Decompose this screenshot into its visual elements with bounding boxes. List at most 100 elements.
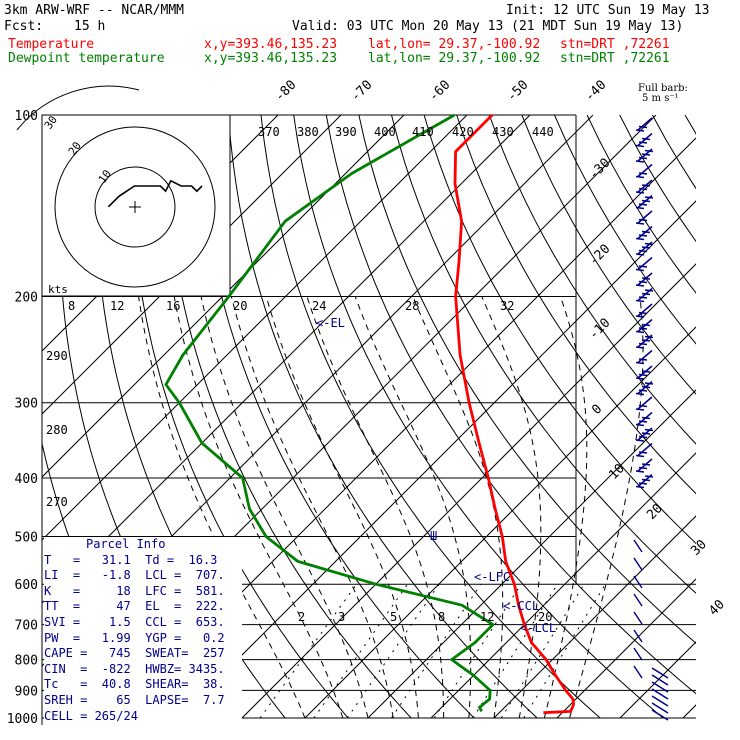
dry-adiabat-line xyxy=(521,115,696,395)
wind-barb xyxy=(633,557,643,571)
parcel-info-row: LI = -1.8 LCL = 707. xyxy=(44,568,225,583)
dry-adiabat-line xyxy=(227,115,538,719)
parcel-info-row: TT = 47 EL = 222. xyxy=(44,599,225,614)
annotation-ccl: <-CCL xyxy=(503,599,539,613)
isotherm-label: 20 xyxy=(644,501,666,523)
valid-time: Valid: 03 UTC Mon 20 May 13 (21 MDT Sun … xyxy=(292,19,684,34)
pressure-tick-label: 400 xyxy=(15,472,38,487)
hodograph-ring xyxy=(94,166,176,248)
dry-adiabat-line xyxy=(391,115,696,594)
dry-adiabat-line xyxy=(586,115,696,294)
speed-axis-label: 12 xyxy=(110,299,124,313)
hodograph-trace xyxy=(107,179,203,208)
dry-adiabat-line xyxy=(162,115,412,719)
wind-barb xyxy=(635,349,653,365)
pressure-tick-label: 900 xyxy=(15,684,38,699)
moist-adiabat-line xyxy=(354,296,472,719)
parcel-info-row: K = 18 LFC = 581. xyxy=(44,583,225,598)
forecast-label: Fcst: xyxy=(4,19,44,34)
dry-adiabat-line xyxy=(684,115,696,135)
wind-barb xyxy=(635,287,654,303)
hodograph-ring-outer xyxy=(16,85,140,131)
mixing-ratio-label: 5 xyxy=(390,610,397,624)
dry-adiabat-line xyxy=(456,115,696,495)
hodograph-inset: 10 20 30 xyxy=(16,85,231,297)
dewpoint-curve xyxy=(164,113,495,713)
annotation-el: <-EL xyxy=(316,316,345,330)
barb-key-line1: Full barb: xyxy=(638,83,688,94)
temperature-curve xyxy=(453,114,575,715)
dry-adiabat-line xyxy=(718,115,740,718)
hodograph-box xyxy=(41,114,231,297)
mixing-ratio-label: 3 xyxy=(338,610,345,624)
isotherm-line xyxy=(619,641,696,719)
parcel-info-row: Tc = 40.8 SHEAR= 38. xyxy=(44,677,225,692)
dry-adiabat-line xyxy=(293,115,664,719)
mixing-ratio-line xyxy=(346,583,440,719)
moist-adiabat-line xyxy=(200,296,369,719)
theta-left-label: 290 xyxy=(46,349,68,363)
theta-left-label: 280 xyxy=(46,423,68,437)
legend-dewpoint-label: Dewpoint temperature xyxy=(8,51,165,66)
wind-barb xyxy=(633,539,643,553)
wind-barb xyxy=(635,411,653,427)
wind-barb xyxy=(635,194,654,210)
isotherm-label: -20 xyxy=(586,242,613,269)
parcel-info-row: CELL = 265/24 xyxy=(44,708,138,723)
mixing-ratio-line xyxy=(259,583,357,719)
mixing-ratio-label: 20 xyxy=(538,610,552,624)
mixing-ratio-label: 2 xyxy=(298,610,305,624)
theta-label: 420 xyxy=(452,125,474,139)
legend-dewpoint-latlon: lat,lon= 29.37,-100.92 xyxy=(368,51,541,66)
wind-barb-inline: Ш xyxy=(430,529,437,543)
isotherm-line xyxy=(430,452,696,719)
parcel-info-row: CIN = -822 HWBZ= 3435. xyxy=(44,661,225,676)
isotherm-line xyxy=(42,115,342,415)
isotherm-line xyxy=(42,115,531,604)
pressure-tick-label: 1000 xyxy=(7,712,38,727)
hodograph-ring-label: 30 xyxy=(42,113,60,131)
annotation-lcl: <-LCL xyxy=(520,621,556,635)
wind-barb xyxy=(635,225,653,241)
svg-text:Ш: Ш xyxy=(430,529,437,543)
moist-adiabat-line xyxy=(412,296,504,719)
pressure-tick-label: 500 xyxy=(15,530,38,545)
wind-barb-cluster xyxy=(651,667,669,721)
init-time: Init: 12 UTC Sun 19 May 13 xyxy=(506,3,710,18)
wind-barb xyxy=(635,442,653,458)
wind-barb xyxy=(635,380,654,396)
hodograph-units: kts xyxy=(48,283,68,296)
pressure-tick-label: 800 xyxy=(15,654,38,669)
moist-adiabat-line xyxy=(230,296,394,719)
legend-temperature-latlon: lat,lon= 29.37,-100.92 xyxy=(368,37,541,52)
parcel-info-title: Parcel Info xyxy=(86,537,166,551)
wind-barb xyxy=(635,163,653,179)
isotherm-label: -40 xyxy=(582,78,609,105)
wind-barb xyxy=(635,179,653,194)
theta-left-label: 270 xyxy=(46,495,68,509)
parcel-info-row: T = 31.1 Td = 16.3 xyxy=(44,552,218,567)
dry-adiabat-line xyxy=(619,115,696,243)
wind-barb xyxy=(633,647,643,661)
dry-adiabat-line xyxy=(651,115,696,190)
moist-adiabat-line xyxy=(543,296,588,719)
isotherm-label: 10 xyxy=(606,461,628,483)
wind-barb xyxy=(635,256,653,272)
wind-barb xyxy=(633,593,643,607)
parcel-info-row: SVI = 1.5 CCL = 653. xyxy=(44,614,225,629)
forecast-value: 15 h xyxy=(74,19,106,34)
isotherm-label: -70 xyxy=(348,78,375,105)
parcel-info-panel: Parcel Info T = 31.1 Td = 16.3 LI = -1.8 … xyxy=(44,537,242,733)
legend-temperature-stn: stn=DRT ,72261 xyxy=(560,37,670,52)
moist-adiabat-line xyxy=(306,296,445,718)
wind-barb xyxy=(635,303,653,318)
wind-barb xyxy=(635,334,654,349)
pressure-tick-label: 100 xyxy=(15,109,38,124)
dry-adiabat-line xyxy=(423,115,696,545)
hodograph-ring-label: 20 xyxy=(66,139,84,157)
isotherm-label: -50 xyxy=(504,78,531,105)
legend-temperature-xy: x,y=393.46,135.23 xyxy=(204,37,338,52)
mixing-ratio-label: 8 xyxy=(438,610,445,624)
isotherm-line xyxy=(304,326,696,719)
wind-barb xyxy=(635,148,654,163)
